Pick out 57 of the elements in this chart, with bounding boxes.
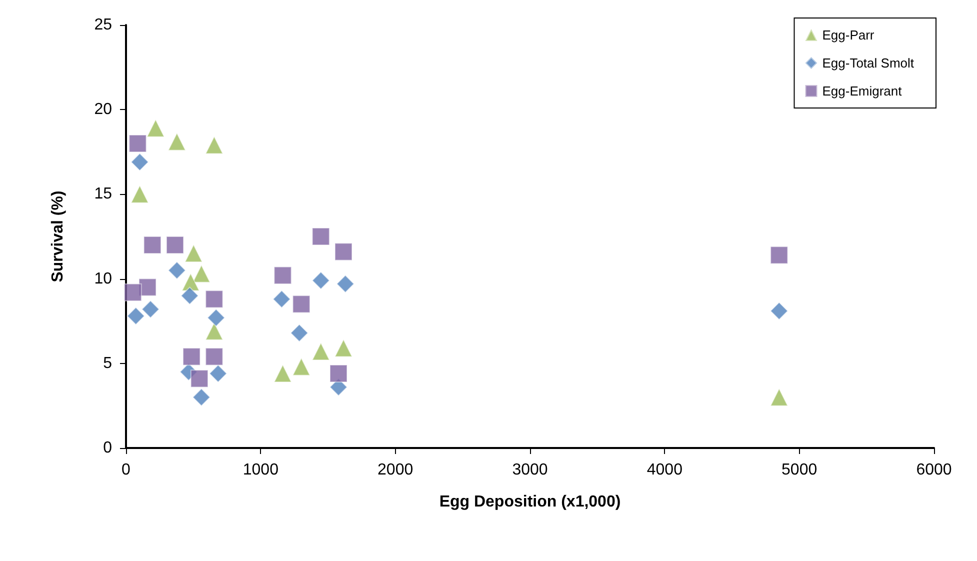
point bbox=[312, 271, 330, 290]
y-tick-label: 0 bbox=[103, 440, 112, 456]
point bbox=[124, 283, 142, 302]
y-tick-label: 25 bbox=[94, 16, 112, 34]
point bbox=[209, 364, 228, 383]
point bbox=[192, 388, 210, 406]
point bbox=[205, 322, 224, 340]
y-axis-title: Survival (%) bbox=[50, 190, 66, 282]
point bbox=[334, 242, 352, 261]
point bbox=[142, 300, 160, 318]
point bbox=[312, 342, 330, 361]
legend-label: Egg-Parr bbox=[822, 28, 875, 42]
x-tick-label: 6000 bbox=[916, 462, 952, 478]
legend-label: Egg-Emigrant bbox=[822, 84, 902, 98]
point bbox=[126, 307, 145, 326]
point bbox=[770, 302, 788, 320]
point bbox=[146, 119, 165, 138]
y-tick-label: 10 bbox=[94, 270, 112, 288]
point bbox=[312, 228, 330, 246]
point bbox=[180, 286, 199, 305]
point bbox=[770, 246, 788, 264]
point bbox=[130, 185, 149, 204]
x-tick-label: 2000 bbox=[378, 462, 414, 478]
x-axis-title: Egg Deposition (x1,000) bbox=[439, 494, 621, 510]
point bbox=[168, 261, 186, 280]
x-tick-label: 0 bbox=[122, 462, 131, 478]
point bbox=[330, 364, 348, 383]
y-tick-label: 15 bbox=[94, 186, 112, 203]
point bbox=[205, 290, 224, 308]
point bbox=[128, 134, 147, 152]
legend-label: Egg-Total Smolt bbox=[822, 56, 914, 70]
y-tick-label: 5 bbox=[103, 354, 112, 372]
point bbox=[334, 339, 352, 358]
point bbox=[336, 274, 354, 293]
point bbox=[192, 264, 210, 283]
point bbox=[292, 358, 310, 376]
point bbox=[292, 295, 310, 314]
point bbox=[190, 370, 208, 388]
x-tick-label: 1000 bbox=[242, 462, 279, 478]
point bbox=[184, 244, 203, 262]
point bbox=[130, 153, 149, 172]
point bbox=[166, 236, 184, 254]
point bbox=[290, 324, 308, 342]
point bbox=[770, 388, 788, 406]
point bbox=[168, 132, 186, 151]
point bbox=[182, 348, 201, 366]
x-tick-label: 5000 bbox=[782, 462, 818, 478]
point bbox=[205, 348, 224, 366]
x-tick-label: 3000 bbox=[512, 462, 548, 478]
point bbox=[274, 364, 292, 383]
x-tick-label: 4000 bbox=[646, 462, 683, 478]
point bbox=[143, 236, 162, 254]
y-tick-label: 20 bbox=[94, 101, 112, 118]
point bbox=[207, 308, 226, 327]
point bbox=[272, 290, 291, 308]
point bbox=[274, 266, 292, 284]
point bbox=[205, 136, 224, 154]
